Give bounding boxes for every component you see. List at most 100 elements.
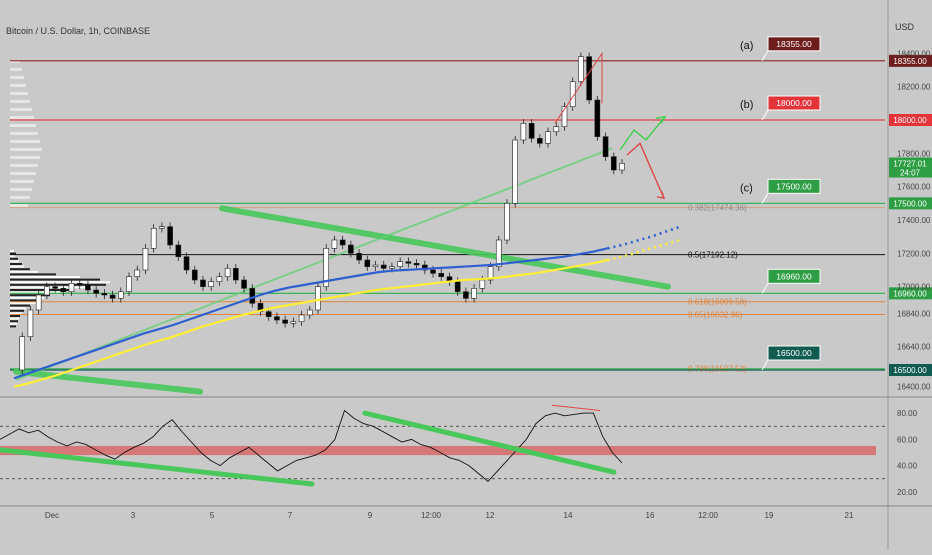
candle-body xyxy=(101,293,108,296)
candle-body xyxy=(413,263,420,266)
last-price-countdown: 24:07 xyxy=(900,168,921,177)
axis-level-tag-label: 16960.00 xyxy=(893,289,927,298)
time-tick-label: 3 xyxy=(131,511,136,520)
osc-divergence-line xyxy=(551,404,601,411)
volume-profile-bar xyxy=(10,325,16,328)
volume-profile-bar xyxy=(10,302,36,304)
ma-blue-line-projection xyxy=(607,225,681,250)
candle-body xyxy=(339,239,346,246)
candle-body xyxy=(249,288,256,304)
candle-body xyxy=(561,106,568,127)
oscillator-pane[interactable] xyxy=(0,404,885,487)
volume-profile-bar xyxy=(10,307,26,310)
fib-level-label: 0.65(16832.96) xyxy=(688,311,743,320)
key-level-box-label: 17500.00 xyxy=(776,181,812,191)
volume-profile-bar xyxy=(10,268,30,271)
time-tick-label: 16 xyxy=(646,511,655,520)
volume-profile-bar xyxy=(10,60,20,63)
axis-level-tag xyxy=(889,364,932,376)
last-price-label: 17727.01 xyxy=(893,159,927,168)
candle-body xyxy=(619,163,625,171)
volume-profile-bar xyxy=(10,124,36,127)
axis-level-tag xyxy=(889,114,932,126)
volume-profile-bar xyxy=(10,273,56,276)
candle-body xyxy=(68,283,75,292)
candle-body xyxy=(323,248,330,287)
candle-body xyxy=(150,228,157,249)
key-level-box-label: 18000.00 xyxy=(776,98,812,108)
candle-body xyxy=(274,316,280,321)
candle-body xyxy=(159,226,165,229)
osc-trendline xyxy=(0,447,315,487)
volume-profile-bar xyxy=(10,263,22,265)
osc-trendline xyxy=(362,410,617,475)
volume-profile-bar xyxy=(10,68,22,71)
candle-body xyxy=(430,269,436,274)
candle-body xyxy=(216,276,223,282)
axis-level-tag-label: 18000.00 xyxy=(893,116,927,125)
candle-body xyxy=(610,156,617,171)
candle-body xyxy=(306,309,313,316)
price-tick-label: 17200.00 xyxy=(897,249,931,258)
candle-body xyxy=(109,294,116,299)
candle-body xyxy=(208,281,214,287)
candle-body xyxy=(27,309,34,337)
volume-profile-bar xyxy=(10,304,30,307)
candle-body xyxy=(93,289,99,294)
volume-profile-bar xyxy=(10,132,38,135)
time-tick-label: 21 xyxy=(845,511,854,520)
volume-profile-bar xyxy=(10,299,40,302)
candle-body xyxy=(520,123,527,141)
key-level-box xyxy=(767,36,821,52)
price-tick-label: 18200.00 xyxy=(897,83,931,92)
candle-body xyxy=(348,244,354,254)
ma-blue-line xyxy=(13,247,608,380)
candle-body xyxy=(331,239,338,249)
wave-annotation-line xyxy=(554,51,603,124)
volume-profile-bar xyxy=(10,322,17,325)
wave-tag: (c) xyxy=(740,182,753,194)
candle-body xyxy=(553,126,560,132)
candle-body xyxy=(126,276,132,292)
volume-profile-bar xyxy=(10,250,14,252)
candle-body xyxy=(200,279,206,287)
axis-level-tag xyxy=(889,197,932,210)
candle-body xyxy=(241,279,247,289)
candle-body xyxy=(594,99,601,137)
candle-body xyxy=(356,253,362,261)
candle-body xyxy=(471,288,477,299)
key-level-box xyxy=(767,268,821,284)
candle-body xyxy=(380,264,387,269)
volume-profile-bar xyxy=(10,294,50,297)
candle-body xyxy=(290,321,297,324)
price-pane[interactable]: 0.382(17474.36) 0.5(17192.12) 0.618(16909.… xyxy=(0,36,932,398)
volume-profile-bar xyxy=(10,315,20,317)
candle-body xyxy=(167,226,173,246)
candle-body xyxy=(512,139,518,204)
trendline-green xyxy=(219,205,671,290)
key-level-callout xyxy=(761,50,769,62)
candle-body xyxy=(454,281,461,292)
candle-body xyxy=(35,294,42,311)
key-level-box xyxy=(767,178,821,194)
candle-body xyxy=(528,123,535,139)
projection-red-arrow xyxy=(626,142,665,199)
candle-body xyxy=(364,259,371,267)
candle-body xyxy=(578,56,584,82)
candle-body xyxy=(76,283,83,286)
time-tick-label: 5 xyxy=(210,511,215,520)
candle-body xyxy=(142,248,149,271)
key-level-box xyxy=(767,345,821,361)
candle-body xyxy=(118,291,124,299)
volume-profile-bar xyxy=(10,180,34,183)
candle-body xyxy=(389,266,395,269)
volume-profile-bar xyxy=(10,172,36,175)
key-level-box-label: 16500.00 xyxy=(776,348,812,358)
time-axis: Dec 3 5 7 9 12:00 12 14 16 12:00 19 21 xyxy=(0,505,932,520)
volume-profile-bar xyxy=(10,257,18,260)
volume-profile-bar xyxy=(10,204,28,207)
axis-level-tag-label: 16500.00 xyxy=(893,366,927,375)
time-tick-label: 14 xyxy=(564,511,573,520)
fib-level-label: 0.382(17474.36) xyxy=(688,204,747,213)
